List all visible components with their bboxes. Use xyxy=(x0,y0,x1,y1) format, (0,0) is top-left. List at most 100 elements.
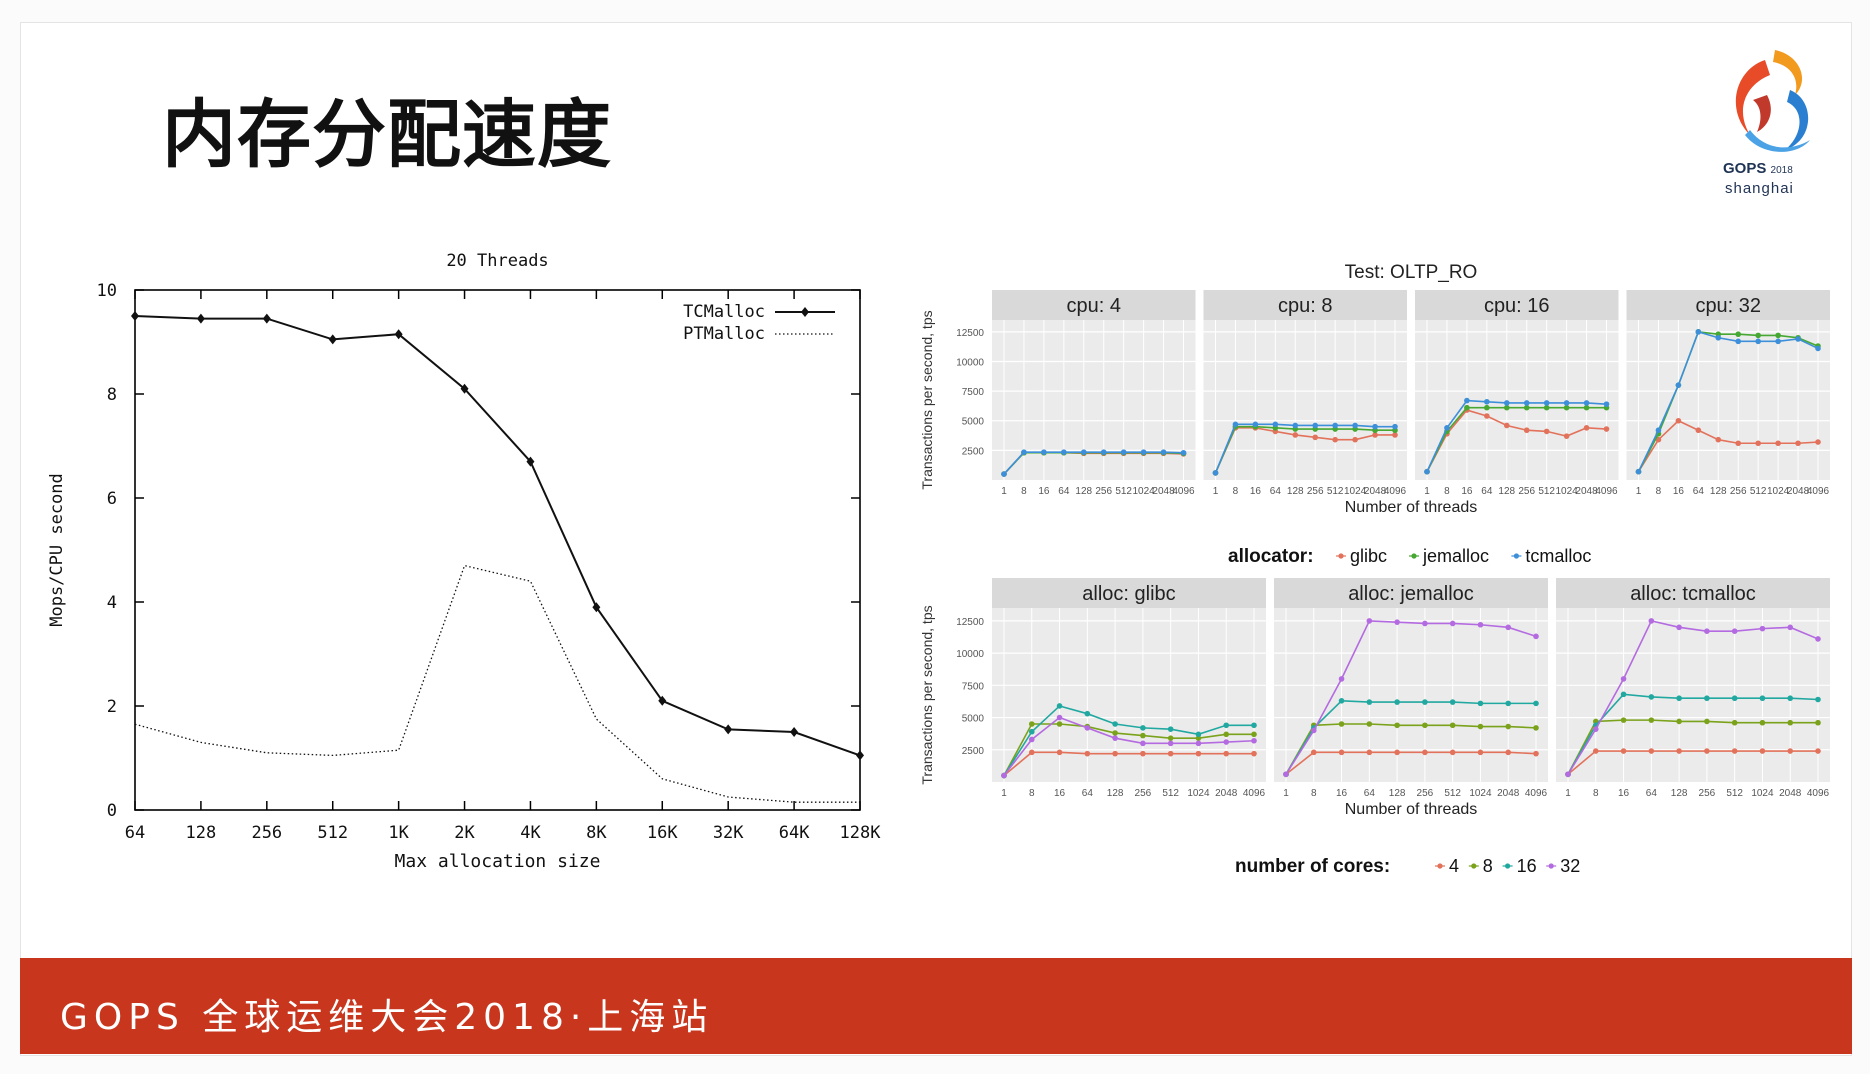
data-point xyxy=(1815,696,1821,703)
data-point xyxy=(1523,427,1530,434)
slide-title: 内存分配速度 xyxy=(162,92,612,178)
data-point xyxy=(1815,748,1821,754)
x-tick-label: 128 xyxy=(1498,486,1515,497)
x-tick-label: 1 xyxy=(1565,788,1571,799)
x-tick-label: 2048 xyxy=(1152,486,1175,497)
y-tick-label: 7500 xyxy=(962,387,985,398)
data-point xyxy=(1505,624,1512,631)
data-point xyxy=(1484,413,1490,419)
data-point xyxy=(1366,699,1373,705)
x-tick-label: 2048 xyxy=(1364,486,1387,497)
data-point xyxy=(1338,749,1345,756)
x-tick-label: 4096 xyxy=(1807,788,1830,799)
data-point xyxy=(1620,717,1627,723)
data-point xyxy=(1787,695,1794,702)
x-tick-label: 4K xyxy=(520,823,541,843)
x-tick-label: 4096 xyxy=(1172,486,1195,497)
x-tick-label: 1 xyxy=(1424,486,1430,497)
series-line-glibc xyxy=(1214,427,1395,474)
tcmalloc-ptmalloc-chart: 20 Threads 0 2 4 6 8 10 64 128 256 512 1K 2K 4K 8K 16K 3… xyxy=(47,251,882,872)
x-tick-label: 256 xyxy=(1699,788,1716,799)
data-point xyxy=(1735,338,1742,345)
data-point xyxy=(1366,749,1373,756)
data-point xyxy=(1251,750,1257,757)
data-point xyxy=(856,750,864,761)
x-tick-label: 256 xyxy=(1095,486,1112,497)
data-point xyxy=(1028,736,1035,743)
data-point xyxy=(1080,449,1087,455)
data-point xyxy=(1100,449,1107,455)
data-point xyxy=(1731,695,1738,702)
data-point xyxy=(1675,417,1682,424)
data-point xyxy=(1533,633,1539,640)
data-point xyxy=(1676,624,1682,631)
data-point xyxy=(1503,400,1510,406)
data-point xyxy=(1424,468,1430,475)
data-point xyxy=(1223,750,1230,757)
data-point xyxy=(1715,334,1722,341)
facet-label: alloc: jemalloc xyxy=(1348,583,1474,605)
x-tick-label: 16 xyxy=(1618,788,1630,799)
data-point xyxy=(1592,748,1599,754)
series-line-tcmalloc xyxy=(1214,423,1395,474)
x-tick-label: 2048 xyxy=(1215,788,1238,799)
data-point xyxy=(1563,433,1570,439)
x-tick-label: 64 xyxy=(125,823,145,843)
data-point xyxy=(1392,423,1398,430)
footer-bar: GOPS 全球运维大会2018·上海站 xyxy=(20,958,1852,1054)
data-point xyxy=(1056,703,1063,709)
facet-label: cpu: 16 xyxy=(1484,295,1550,317)
data-point xyxy=(1283,771,1289,778)
data-point xyxy=(1449,699,1456,705)
data-point xyxy=(1731,719,1738,726)
facet-strip xyxy=(992,290,1196,320)
series-line-4 xyxy=(1285,751,1537,775)
series-line-ptmalloc xyxy=(134,564,860,803)
x-tick-label: 512 xyxy=(1327,486,1344,497)
data-point xyxy=(1787,624,1794,631)
series-line-tcmalloc xyxy=(134,315,861,757)
data-point xyxy=(1140,732,1146,739)
x-tick-label: 1 xyxy=(1283,788,1289,799)
x-tick-label: 16 xyxy=(1250,486,1262,497)
data-point xyxy=(1449,749,1456,756)
x-tick-label: 1024 xyxy=(1469,788,1492,799)
data-point xyxy=(1620,691,1627,698)
data-point xyxy=(1084,725,1091,731)
data-point xyxy=(1603,426,1610,432)
series-line-32 xyxy=(1285,620,1537,775)
series-line-8 xyxy=(1285,723,1537,775)
data-point xyxy=(1815,439,1821,445)
data-point xyxy=(1655,436,1662,443)
x-tick-label: 64 xyxy=(1058,486,1070,497)
data-point xyxy=(1563,400,1570,406)
data-point xyxy=(1533,700,1539,707)
facet-panel xyxy=(1626,320,1830,480)
y-tick-label: 2 xyxy=(107,697,117,717)
data-point xyxy=(1735,440,1742,447)
data-point xyxy=(1648,717,1655,723)
x-tick-label: 1K xyxy=(388,823,409,843)
x-tick-label: 128 xyxy=(1107,788,1124,799)
x-tick-label: 32K xyxy=(713,823,744,843)
data-point xyxy=(1815,719,1821,726)
y-tick-label: 12500 xyxy=(956,617,984,628)
data-point xyxy=(1565,771,1571,778)
facet-label: cpu: 4 xyxy=(1067,295,1121,317)
data-point xyxy=(1795,440,1801,447)
data-point xyxy=(1292,432,1299,438)
data-point xyxy=(1755,338,1761,345)
series-line-16 xyxy=(1567,693,1819,775)
x-tick-label: 1024 xyxy=(1344,486,1367,497)
x-tick-label: 1024 xyxy=(1187,788,1210,799)
legend-label: tcmalloc xyxy=(1525,546,1591,566)
x-tick-label: 8 xyxy=(1311,788,1317,799)
x-tick-label: 128 xyxy=(1710,486,1727,497)
x-tick-label: 128K xyxy=(840,823,882,843)
oltp-cores-chart: Transactions per second, tps 2500 5000 7500… xyxy=(919,578,1830,877)
series-line-jemalloc xyxy=(1214,425,1395,474)
legend-label: 4 xyxy=(1449,856,1459,876)
y-tick-label: 10000 xyxy=(956,357,984,368)
data-point xyxy=(1223,731,1230,738)
